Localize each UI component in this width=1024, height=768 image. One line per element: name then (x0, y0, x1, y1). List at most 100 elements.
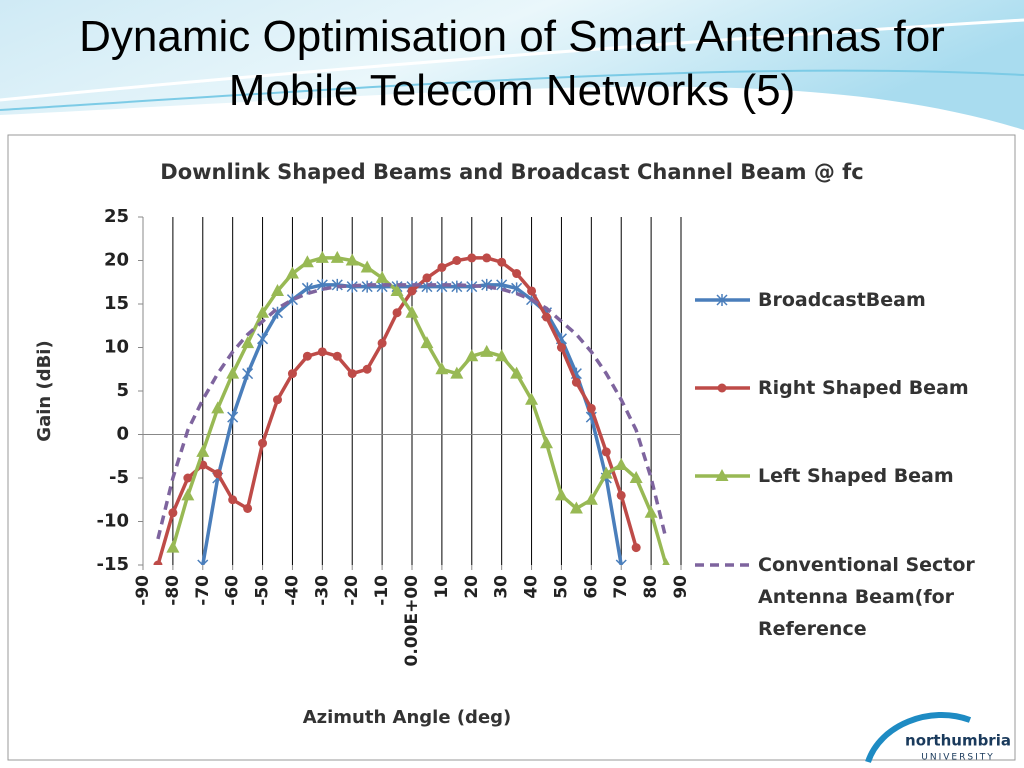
legend-label-box: Right Shaped Beam (758, 377, 969, 399)
marker (181, 488, 195, 501)
marker (375, 270, 389, 283)
x-tick-label: 40 (522, 575, 542, 599)
x-tick-label: -70 (193, 575, 213, 606)
marker (662, 558, 670, 565)
y-tick-label: 20 (104, 250, 129, 271)
marker (390, 283, 404, 296)
marker (599, 466, 613, 479)
marker (315, 250, 329, 263)
logo-sub: UNIVERSITY (921, 753, 994, 763)
marker (631, 543, 641, 553)
legend-label: Left Shaped Beam (758, 465, 954, 487)
marker (571, 377, 581, 387)
marker (510, 366, 524, 379)
marker (256, 305, 270, 318)
marker (317, 347, 327, 357)
x-tick-label: 90 (671, 575, 691, 599)
marker (196, 444, 210, 457)
y-tick-label: 10 (104, 337, 129, 358)
title-box: Dynamic Optimisation of Smart Antennas f… (79, 12, 945, 115)
x-tick-label: -90 (133, 575, 153, 606)
marker (554, 488, 568, 501)
x-tick-label: 80 (641, 575, 661, 599)
swirl-line (0, 69, 1024, 111)
marker (629, 471, 643, 483)
y-tick-label: 25 (104, 206, 129, 227)
marker (466, 280, 478, 293)
marker (540, 436, 553, 449)
marker (569, 501, 583, 514)
marker (302, 351, 312, 361)
x-axis-label: Azimuth Angle (deg) (303, 707, 512, 728)
y-tick-label: 15 (104, 293, 129, 314)
slide-title: Dynamic Optimisation of Smart Antennas f… (79, 12, 945, 115)
x-tick-label: 30 (492, 575, 512, 599)
marker (226, 366, 240, 379)
marker (407, 286, 417, 296)
marker (271, 283, 284, 296)
marker (584, 492, 598, 505)
x-tick-label: -10 (372, 575, 392, 606)
legend-label: Right Shaped Beam (758, 377, 969, 399)
x-tick-label: -20 (342, 575, 362, 606)
marker (377, 338, 387, 348)
plot-area: -90 -80 -70 -60 -50 -40 -30 -20 -10 0.00E+00 10 20 3… (96, 206, 691, 666)
y-axis-label: Gain (dBi) (34, 340, 55, 441)
marker (285, 266, 299, 279)
marker (452, 256, 462, 265)
marker (347, 369, 357, 379)
marker (197, 559, 209, 565)
marker (616, 490, 626, 500)
marker (332, 351, 342, 361)
marker (392, 308, 402, 318)
marker (497, 257, 507, 267)
marker (420, 336, 434, 349)
marker (168, 508, 178, 518)
x-tick-label: 60 (581, 575, 601, 599)
legend-marker (716, 294, 728, 306)
marker (435, 362, 449, 375)
marker (480, 344, 494, 357)
marker (437, 262, 447, 272)
marker (615, 559, 627, 565)
marker (450, 366, 464, 379)
x-tick-label: 20 (462, 575, 482, 599)
x-tick-label: 70 (611, 575, 631, 599)
marker (467, 253, 477, 263)
marker (542, 312, 551, 322)
legend-label: BroadcastBeam (758, 289, 926, 311)
legend-label-box: Left Shaped Beam (758, 465, 954, 487)
legend-label-box: BroadcastBeam (758, 289, 926, 311)
marker (243, 503, 253, 513)
legend: BroadcastBeam Right Shaped Beam Left Shape… (695, 289, 975, 640)
swirl-line (0, 18, 1024, 102)
marker (511, 282, 523, 295)
marker (644, 505, 658, 518)
marker (166, 540, 180, 553)
marker (228, 495, 238, 505)
marker (211, 401, 225, 414)
x-tick-label: 50 (551, 575, 571, 599)
marker (405, 305, 419, 318)
chart-title: Downlink Shaped Beams and Broadcast Chan… (160, 160, 863, 184)
x-tick-label: -60 (223, 575, 243, 606)
marker (614, 457, 628, 470)
marker (482, 253, 492, 263)
y-tick-label: -15 (96, 554, 129, 575)
marker (345, 253, 359, 266)
marker (465, 349, 479, 362)
x-tick-label: -40 (282, 575, 302, 606)
marker (496, 278, 508, 291)
logo-name: northumbria (905, 732, 1011, 750)
marker (287, 369, 297, 379)
marker (586, 403, 596, 413)
legend-marker (715, 469, 729, 481)
legend-label: Conventional Sector Antenna Beam(for Ref… (758, 554, 975, 640)
marker (258, 438, 268, 448)
marker (601, 447, 611, 457)
marker (183, 473, 193, 483)
y-tick-label: -10 (96, 511, 129, 532)
series-line (171, 256, 668, 565)
marker (512, 269, 522, 279)
